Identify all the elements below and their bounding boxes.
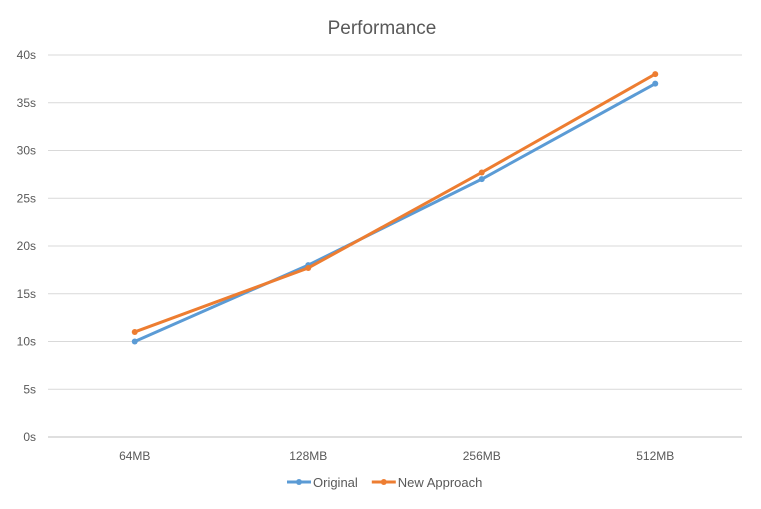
y-tick-label: 30s (17, 144, 36, 158)
y-tick-label: 0s (23, 430, 36, 444)
y-tick-label: 10s (17, 335, 36, 349)
chart-title: Performance (328, 18, 437, 39)
x-tick-label: 64MB (119, 449, 150, 463)
legend-label: New Approach (398, 475, 483, 490)
series-line-0 (133, 82, 657, 343)
x-tick-label: 128MB (289, 449, 327, 463)
x-tick-label: 512MB (636, 449, 674, 463)
x-tick-label: 256MB (463, 449, 501, 463)
data-point (305, 264, 312, 271)
y-tick-label: 25s (17, 191, 36, 205)
y-axis-ticks: 0s 5s 10s 15s 20s 25s 30s 35s 40s (17, 48, 36, 444)
legend-marker (296, 479, 302, 485)
series-lines (131, 71, 659, 345)
data-point (478, 176, 485, 183)
data-point (131, 328, 138, 335)
y-tick-label: 40s (17, 48, 36, 62)
legend: Original New Approach (287, 475, 482, 490)
data-point (652, 71, 659, 78)
y-tick-label: 35s (17, 96, 36, 110)
y-tick-label: 5s (23, 382, 36, 396)
data-point (478, 169, 485, 176)
legend-label: Original (313, 475, 358, 490)
legend-marker (380, 479, 387, 485)
gridlines (48, 54, 742, 438)
y-tick-label: 15s (17, 287, 36, 301)
x-axis-ticks: 64MB 128MB 256MB 512MB (119, 449, 674, 463)
data-point (652, 80, 659, 87)
y-tick-label: 20s (17, 239, 36, 253)
data-point (131, 338, 138, 345)
series-line-1 (133, 72, 657, 334)
